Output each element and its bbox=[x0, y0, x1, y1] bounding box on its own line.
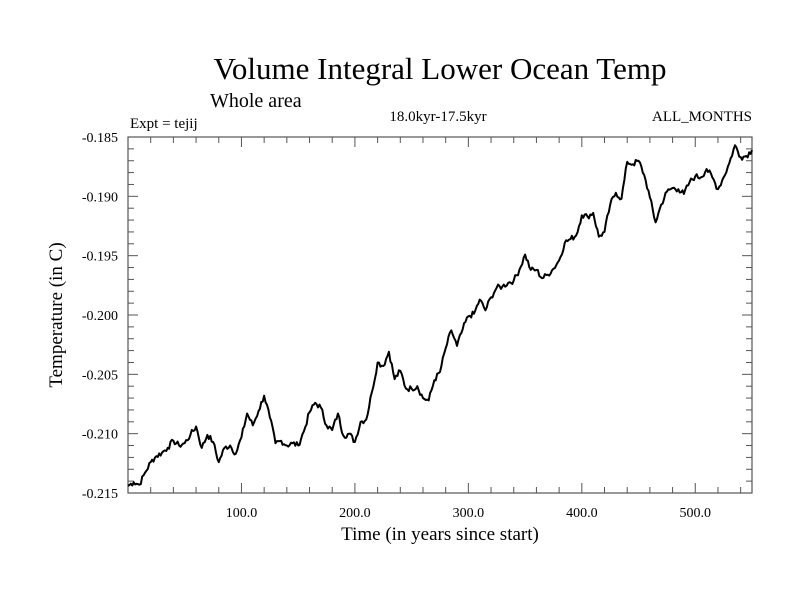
months-label: ALL_MONTHS bbox=[652, 109, 752, 125]
y-tick-label: -0.215 bbox=[82, 487, 118, 502]
y-axis-tick-labels: -0.185 -0.190 -0.195 -0.200 -0.205 -0.210 -0.2… bbox=[82, 131, 118, 502]
plot-frame bbox=[127, 136, 753, 494]
experiment-label: Expt = tejij bbox=[130, 116, 198, 132]
y-tick-label: -0.200 bbox=[82, 309, 118, 324]
series-line bbox=[127, 144, 753, 487]
y-axis-label: Temperature (in C) bbox=[46, 242, 67, 387]
y-tick-label: -0.190 bbox=[82, 190, 118, 205]
y-axis-ticks bbox=[128, 136, 752, 494]
chart-subtitle: Whole area bbox=[210, 90, 302, 112]
y-tick-label: -0.185 bbox=[82, 131, 118, 146]
chart-title: Volume Integral Lower Ocean Temp bbox=[214, 51, 667, 86]
x-axis-label: Time (in years since start) bbox=[341, 524, 539, 545]
y-tick-label: -0.195 bbox=[82, 250, 118, 265]
y-tick-label: -0.205 bbox=[82, 368, 118, 383]
x-tick-label: 500.0 bbox=[680, 506, 712, 521]
x-tick-label: 300.0 bbox=[453, 506, 485, 521]
y-tick-label: -0.210 bbox=[82, 428, 118, 443]
x-tick-label: 100.0 bbox=[226, 506, 258, 521]
x-axis-tick-labels: 100.0 200.0 300.0 400.0 500.0 bbox=[226, 506, 711, 521]
x-axis-ticks bbox=[150, 137, 742, 493]
x-tick-label: 400.0 bbox=[566, 506, 598, 521]
period-label: 18.0kyr-17.5kyr bbox=[389, 109, 486, 125]
x-tick-label: 200.0 bbox=[339, 506, 371, 521]
